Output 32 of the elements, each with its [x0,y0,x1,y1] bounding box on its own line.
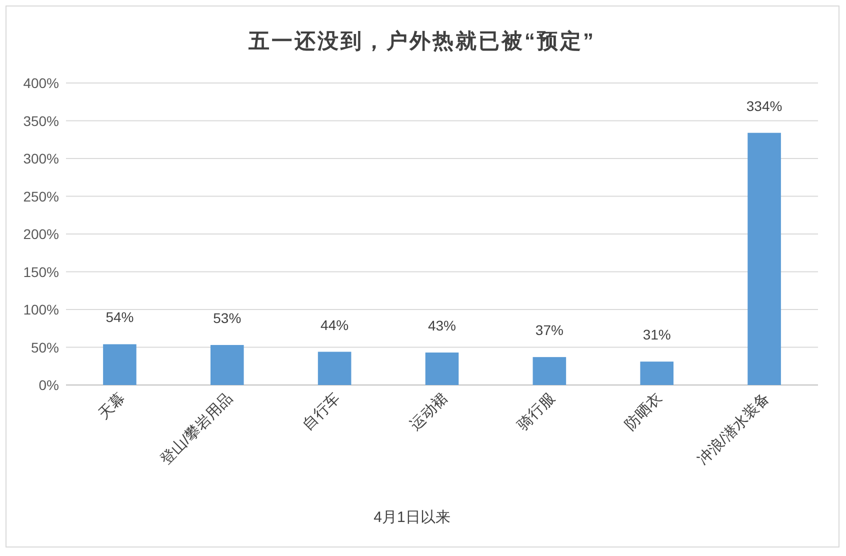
x-tick-label: 运动裙 [406,390,451,434]
data-label: 43% [428,318,456,334]
data-label: 37% [535,322,564,338]
bar [748,132,781,385]
x-tick-label: 天幕 [95,390,129,424]
bar [318,352,352,385]
bar [640,362,674,385]
y-tick-label: 350% [23,112,59,129]
x-tick-label: 防晒衣 [622,390,666,434]
bar [103,344,136,385]
x-axis-title: 4月1日以来 [374,509,450,526]
data-label: 31% [642,326,671,343]
y-tick-label: 250% [23,188,59,204]
data-label: 53% [213,310,242,326]
x-tick-label: 冲浪/潜水装备 [694,390,774,468]
y-tick-label: 200% [23,226,59,242]
data-label: 54% [106,309,134,326]
x-tick-label: 骑行服 [514,390,558,434]
chart-title: 五一还没到，户外热就已被“预定” [248,29,596,53]
bar [425,352,459,385]
data-label: 334% [746,98,782,114]
y-tick-label: 300% [23,150,59,166]
bar [532,357,566,385]
bar [210,344,244,385]
data-label: 44% [320,316,349,333]
x-tick-label: 登山/攀岩用品 [157,390,236,468]
y-tick-label: 150% [23,264,59,280]
x-tick-label: 自行车 [300,390,344,434]
y-tick-label: 0% [38,377,59,393]
y-tick-label: 50% [30,339,59,356]
y-tick-label: 100% [23,302,59,318]
y-tick-label: 400% [23,75,59,91]
